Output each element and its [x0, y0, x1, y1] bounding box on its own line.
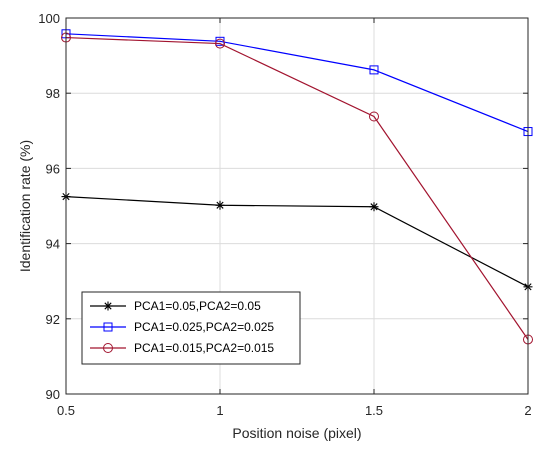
- x-tick-label: 1: [216, 403, 223, 418]
- legend-box: [81, 291, 301, 365]
- y-tick-label: 90: [46, 387, 60, 402]
- series-line: [65, 36, 529, 340]
- legend-marker: [103, 343, 113, 353]
- data-point: [369, 202, 379, 212]
- series-line: [65, 33, 529, 133]
- y-tick-label: 94: [46, 237, 60, 252]
- legend-label: PCA1=0.015,PCA2=0.015: [134, 341, 274, 355]
- data-point: [215, 38, 225, 49]
- x-axis-title: Position noise (pixel): [232, 425, 361, 441]
- y-tick-label: 100: [38, 11, 60, 26]
- data-point: [369, 111, 379, 122]
- x-axis-ticks: 0.5 1 1.5 2: [57, 18, 532, 418]
- y-tick-label: 96: [46, 161, 60, 176]
- y-axis-ticks: 90 92 94 96 98 100: [38, 11, 528, 402]
- x-tick-label: 2: [524, 403, 531, 418]
- x-tick-label: 0.5: [57, 403, 75, 418]
- legend-label: PCA1=0.025,PCA2=0.025: [134, 320, 274, 334]
- legend-entry: PCA1=0.05,PCA2=0.05: [90, 299, 261, 313]
- data-point: [215, 200, 225, 210]
- legend-entry: PCA1=0.025,PCA2=0.025: [90, 320, 274, 334]
- y-tick-label: 98: [46, 86, 60, 101]
- series-layer: [61, 29, 533, 345]
- legend-marker: [103, 322, 113, 332]
- y-axis-title: Identification rate (%): [17, 140, 33, 272]
- legend-entry: PCA1=0.015,PCA2=0.015: [90, 341, 274, 355]
- series-line: [65, 196, 529, 288]
- plot-frame: [65, 17, 529, 395]
- legend-label: PCA1=0.05,PCA2=0.05: [134, 299, 261, 313]
- legend: PCA1=0.05,PCA2=0.05 PCA1=0.025,PCA2=0.025…: [81, 291, 301, 365]
- legend-marker: [103, 301, 113, 311]
- series-3: [61, 32, 533, 345]
- y-tick-label: 92: [46, 312, 60, 327]
- data-point: [369, 65, 379, 75]
- x-tick-label: 1.5: [365, 403, 383, 418]
